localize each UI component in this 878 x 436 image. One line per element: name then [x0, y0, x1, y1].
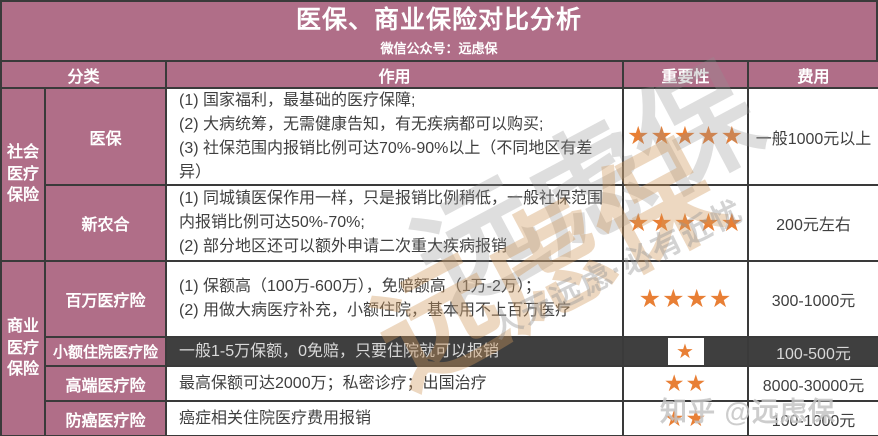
row-function-xinnonghe: (1) 同城镇医保作用一样，只是报销比例稍低，一般社保范围内报销比例可达50%-…: [167, 186, 624, 262]
star-rating-icon: ★★★★★: [626, 122, 745, 150]
row-label-baiwan: 百万医疗险: [46, 262, 167, 338]
comparison-grid: 分类 作用 重要性 费用 社会医疗保险 商业医疗保险 医保 (1) 国家福利，最…: [0, 60, 878, 436]
row-function-yibao: (1) 国家福利，最基础的医疗保障; (2) 大病统筹，无需健康告知，有无疾病都…: [167, 89, 624, 186]
title-banner: 医保、商业保险对比分析 微信公众号：远虑保: [0, 0, 878, 60]
row-importance-fangai: ★★: [624, 402, 749, 436]
row-cost-xinnonghe: 200元左右: [749, 186, 878, 262]
function-line: (1) 国家福利，最基础的医疗保障;: [179, 91, 416, 109]
star-rating-icon: ★★: [663, 405, 708, 431]
row-importance-xinnonghe: ★★★★★: [624, 186, 749, 262]
row-cost-xiaoe: 100-500元: [749, 338, 878, 367]
function-line: (3) 社保范围内报销比例可达70%-90%以上（不同地区有差异）: [179, 139, 593, 181]
row-cost-yibao: 一般1000元以上: [749, 89, 878, 186]
function-line: 最高保额可达2000万；私密诊疗；出国治疗: [179, 374, 487, 392]
row-importance-yibao: ★★★★★: [624, 89, 749, 186]
row-label-gaoduan: 高端医疗险: [46, 367, 167, 402]
star-rating-icon: ★: [676, 340, 695, 363]
function-line: (1) 同城镇医保作用一样，只是报销比例稍低，一般社保范围内报销比例可达50%-…: [179, 190, 604, 231]
function-line: (1) 保额高（100万-600万），免赔额高（1万-2万）；: [179, 278, 541, 295]
row-importance-xiaoe: ★: [624, 338, 749, 367]
function-line: (2) 大病统筹，无需健康告知，有无疾病都可以购买;: [179, 115, 544, 133]
star-rating-icon: ★★★★: [638, 284, 733, 313]
row-function-fangai: 癌症相关住院医疗费用报销: [167, 402, 624, 436]
row-label-xiaoe: 小额住院医疗险: [46, 338, 167, 367]
page-title: 医保、商业保险对比分析: [295, 6, 582, 34]
row-cost-baiwan: 300-1000元: [749, 262, 878, 338]
function-line: 一般1-5万保额，0免赔，只要住院就可以报销: [179, 342, 500, 360]
row-cost-fangai: 100-1000元: [749, 402, 878, 436]
wechat-subtitle: 微信公众号：远虑保: [380, 41, 498, 56]
function-line: (2) 部分地区还可以额外申请二次重大疾病报销: [179, 238, 508, 255]
column-header-function: 作用: [167, 62, 624, 89]
column-header-category: 分类: [2, 62, 167, 89]
row-function-xiaoe: 一般1-5万保额，0免赔，只要住院就可以报销: [167, 338, 624, 367]
group-label-social-medical: 社会医疗保险: [2, 89, 46, 262]
row-importance-gaoduan: ★★: [624, 367, 749, 402]
star-rating-icon: ★★: [663, 370, 708, 396]
star-rating-icon: ★★★★★: [626, 208, 745, 237]
row-label-xinnonghe: 新农合: [46, 186, 167, 262]
row-label-fangai: 防癌医疗险: [46, 402, 167, 436]
row-importance-baiwan: ★★★★: [624, 262, 749, 338]
row-label-yibao: 医保: [46, 89, 167, 186]
column-header-importance: 重要性: [624, 62, 749, 89]
column-header-cost: 费用: [749, 62, 878, 89]
star-highlight-patch: ★: [667, 338, 704, 365]
row-function-gaoduan: 最高保额可达2000万；私密诊疗；出国治疗: [167, 367, 624, 402]
function-line: 癌症相关住院医疗费用报销: [179, 409, 372, 427]
function-line: (2) 用做大病医疗补充，小额住院，基本用不上百万医疗: [179, 302, 572, 319]
row-function-baiwan: (1) 保额高（100万-600万），免赔额高（1万-2万）； (2) 用做大病…: [167, 262, 624, 338]
row-cost-gaoduan: 8000-30000元: [749, 367, 878, 402]
group-label-commercial-medical: 商业医疗保险: [2, 262, 46, 436]
